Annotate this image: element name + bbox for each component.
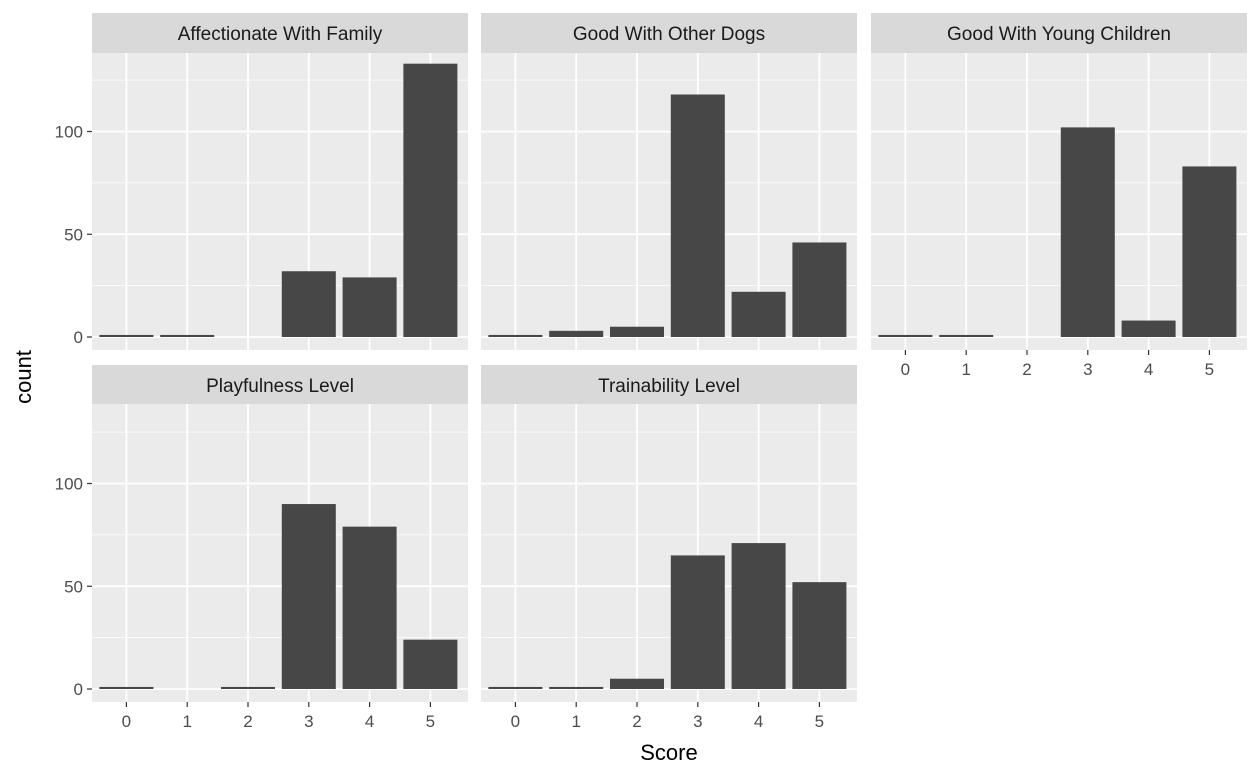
facet-title: Good With Young Children <box>947 24 1171 45</box>
bar <box>488 334 543 337</box>
x-axis-title: Score <box>640 740 697 765</box>
x-tick-label: 0 <box>122 712 131 731</box>
facet-panel: Affectionate With Family 0 50 100 <box>55 13 468 350</box>
x-tick-label: 1 <box>961 360 970 379</box>
bar <box>549 330 604 337</box>
bar <box>488 686 543 689</box>
x-tick-label: 0 <box>511 712 520 731</box>
bar <box>549 686 604 689</box>
bar <box>403 639 458 689</box>
x-tick-label: 2 <box>632 712 641 731</box>
facet-title: Good With Other Dogs <box>573 24 765 45</box>
bar <box>792 242 847 337</box>
facet-title: Affectionate With Family <box>178 24 383 45</box>
y-axis-title: count <box>11 350 36 404</box>
x-tick-label: 0 <box>901 360 910 379</box>
bar <box>670 555 725 689</box>
facet-panel: Playfulness Level 0 50 100 0 1 2 3 4 5 <box>55 365 468 731</box>
x-tick-label: 2 <box>243 712 252 731</box>
y-tick-label: 100 <box>55 475 83 494</box>
facet-strip <box>481 365 857 405</box>
facet-title: Trainability Level <box>598 376 740 397</box>
bar <box>939 334 994 337</box>
facet-panel: Good With Other Dogs <box>481 13 857 350</box>
x-tick-label: 4 <box>754 712 763 731</box>
facet-strip <box>871 13 1247 53</box>
x-tick-label: 4 <box>1144 360 1153 379</box>
bar <box>670 94 725 337</box>
facet-panel: Good With Young Children 0 1 2 3 4 5 <box>871 13 1247 379</box>
bar <box>99 686 154 689</box>
bar <box>342 526 397 689</box>
bar <box>731 291 786 337</box>
x-tick-label: 3 <box>693 712 702 731</box>
facet-strip <box>481 13 857 53</box>
facet-strip <box>92 365 468 405</box>
x-tick-label: 3 <box>304 712 313 731</box>
x-tick-label: 5 <box>426 712 435 731</box>
x-tick-label: 2 <box>1022 360 1031 379</box>
bar <box>1060 127 1115 337</box>
bar <box>878 334 933 337</box>
x-tick-label: 5 <box>815 712 824 731</box>
y-tick-label: 50 <box>64 225 83 244</box>
bar <box>1182 166 1237 337</box>
bar <box>281 504 336 689</box>
bar <box>160 334 215 337</box>
bar <box>221 686 275 689</box>
bar <box>610 326 664 337</box>
bar <box>792 582 847 689</box>
y-tick-label: 100 <box>55 123 83 142</box>
facet-title: Playfulness Level <box>206 376 354 397</box>
x-tick-label: 4 <box>365 712 374 731</box>
bar <box>281 271 336 337</box>
y-tick-label: 0 <box>74 680 83 699</box>
y-tick-label: 0 <box>74 328 83 347</box>
x-tick-label: 1 <box>182 712 191 731</box>
bar <box>403 63 458 338</box>
y-tick-label: 50 <box>64 577 83 596</box>
facet-panel: Trainability Level 0 1 2 3 4 5 <box>481 365 857 731</box>
bar <box>731 543 786 689</box>
bar <box>1121 320 1176 337</box>
x-tick-label: 3 <box>1083 360 1092 379</box>
bar <box>342 277 397 337</box>
facet-strip <box>92 13 468 53</box>
x-tick-label: 1 <box>571 712 580 731</box>
bar <box>99 334 154 337</box>
x-tick-label: 5 <box>1205 360 1214 379</box>
bar <box>610 678 664 689</box>
